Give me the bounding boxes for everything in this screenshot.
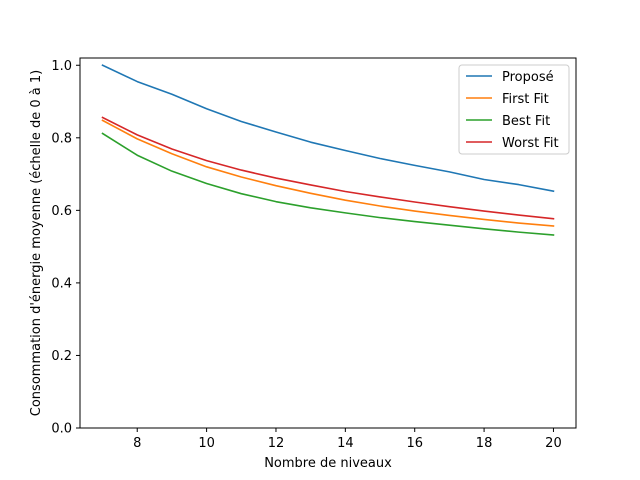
series-line-3 — [101, 116, 555, 220]
legend-label-2: Best Fit — [502, 114, 550, 129]
y-axis-label: Consommation d'énergie moyenne (échelle … — [29, 70, 44, 416]
y-tick-label: 0.8 — [51, 131, 72, 146]
legend-label-3: Worst Fit — [502, 136, 559, 151]
plot-lines — [101, 64, 555, 236]
x-axis-ticks: 8 10 12 14 16 18 20 — [133, 428, 562, 451]
y-tick-label: 0.6 — [51, 204, 72, 219]
legend-label-1: First Fit — [502, 92, 549, 107]
y-tick-label: 0.2 — [51, 349, 72, 364]
x-tick-label: 20 — [545, 436, 562, 451]
x-tick-label: 10 — [198, 436, 215, 451]
legend-label-0: Proposé — [502, 70, 554, 85]
x-tick-label: 14 — [337, 436, 354, 451]
y-tick-label: 1.0 — [51, 59, 72, 74]
x-axis-label: Nombre de niveaux — [264, 456, 392, 471]
series-line-0 — [101, 64, 555, 193]
x-tick-label: 16 — [406, 436, 423, 451]
series-line-2 — [101, 132, 555, 236]
legend-box — [458, 64, 570, 155]
y-tick-label: 0.4 — [51, 276, 72, 291]
y-tick-label: 0.0 — [51, 422, 72, 437]
legend: Proposé First Fit Best Fit Worst Fit — [458, 64, 570, 155]
x-tick-label: 18 — [476, 436, 493, 451]
y-axis-ticks: 0.0 0.2 0.4 0.6 0.8 1.0 — [51, 59, 80, 437]
x-tick-label: 8 — [133, 436, 141, 451]
plot-frame — [79, 57, 577, 429]
series-line-1 — [101, 119, 555, 227]
x-tick-label: 12 — [268, 436, 285, 451]
